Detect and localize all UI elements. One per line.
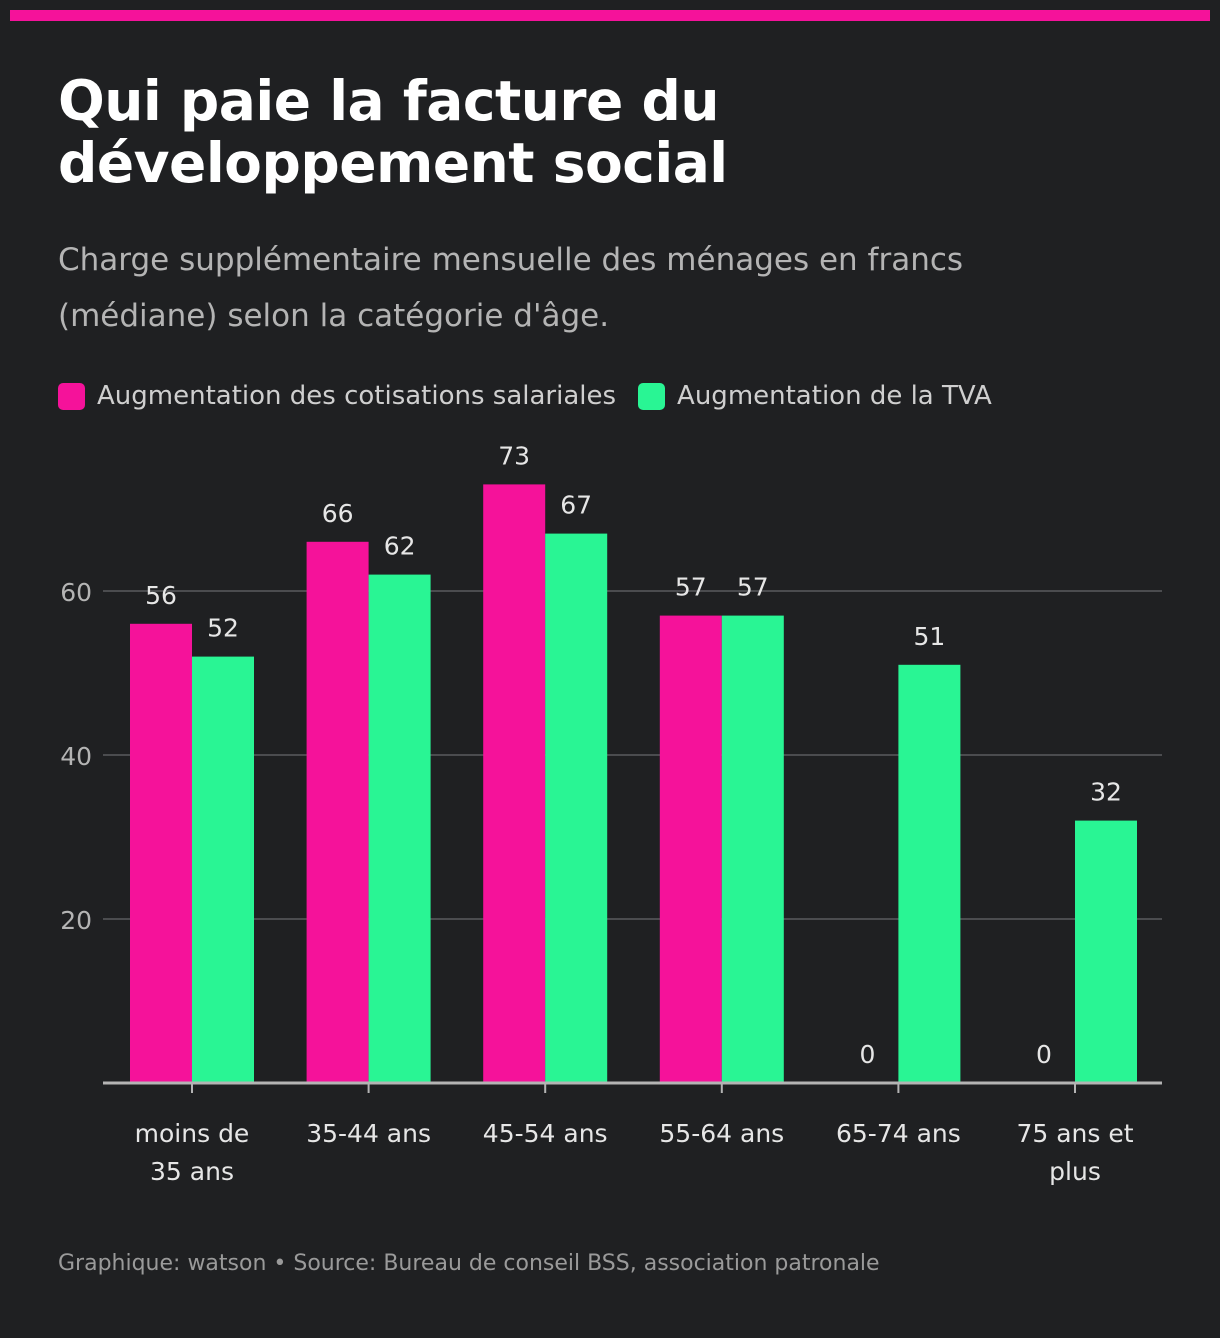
chart-legend: Augmentation des cotisations salariales … (58, 378, 1014, 414)
data-label-cotisations-4: 0 (859, 1040, 875, 1069)
data-label-tva-1: 62 (384, 532, 416, 561)
title-line-1: Qui paie la facture du (58, 69, 720, 133)
bar-tva-1 (368, 574, 431, 1083)
legend-item-cotisations: Augmentation des cotisations salariales (58, 381, 616, 411)
source-credit: Graphique: watson • Source: Bureau de co… (58, 1251, 880, 1276)
data-label-tva-2: 67 (560, 491, 592, 520)
bar-tva-3 (721, 615, 784, 1083)
y-tick-label-40: 40 (60, 742, 92, 771)
data-label-cotisations-0: 56 (145, 581, 177, 610)
x-tick-label-2-0: 45-54 ans (483, 1119, 608, 1148)
data-label-cotisations-1: 66 (322, 499, 354, 528)
data-label-tva-3: 57 (737, 573, 769, 602)
x-tick-label-3-0: 55-64 ans (659, 1119, 784, 1148)
x-tick-label-5-1: plus (1049, 1157, 1101, 1186)
bar-cotisations-3 (659, 615, 722, 1083)
y-tick-label-20: 20 (60, 906, 92, 935)
y-tick-label-60: 60 (60, 578, 92, 607)
chart-title: Qui paie la facture du développement soc… (58, 70, 1158, 194)
subtitle-line-1: Charge supplémentaire mensuelle des ména… (58, 242, 964, 278)
legend-label-cotisations: Augmentation des cotisations salariales (97, 381, 617, 411)
legend-swatch-cotisations (58, 382, 85, 410)
data-label-cotisations-5: 0 (1036, 1040, 1052, 1069)
bar-cotisations-1 (306, 541, 369, 1083)
bar-tva-0 (192, 656, 254, 1083)
chart-subtitle: Charge supplémentaire mensuelle des ména… (58, 232, 1158, 344)
accent-bar (10, 10, 1210, 21)
subtitle-line-2: (médiane) selon la catégorie d'âge. (58, 298, 610, 334)
legend-swatch-tva (638, 382, 666, 410)
data-label-tva-4: 51 (913, 622, 945, 651)
x-tick-label-0-1: 35 ans (150, 1157, 234, 1186)
bar-tva-4 (898, 664, 961, 1083)
x-tick-label-1-0: 35-44 ans (306, 1119, 431, 1148)
x-tick-label-5-0: 75 ans et (1016, 1119, 1133, 1148)
legend-label-tva: Augmentation de la TVA (677, 381, 992, 411)
legend-item-tva: Augmentation de la TVA (638, 381, 992, 411)
data-label-cotisations-3: 57 (675, 573, 707, 602)
data-label-tva-0: 52 (207, 614, 239, 643)
bar-tva-2 (545, 533, 608, 1083)
data-label-cotisations-2: 73 (498, 441, 530, 470)
bar-tva-5 (1075, 820, 1137, 1083)
bar-cotisations-0 (130, 623, 192, 1083)
bar-cotisations-2 (483, 484, 546, 1083)
x-tick-label-0-0: moins de (135, 1119, 250, 1148)
title-line-2: développement social (58, 131, 728, 195)
x-tick-label-4-0: 65-74 ans (836, 1119, 961, 1148)
data-label-tva-5: 32 (1090, 778, 1122, 807)
